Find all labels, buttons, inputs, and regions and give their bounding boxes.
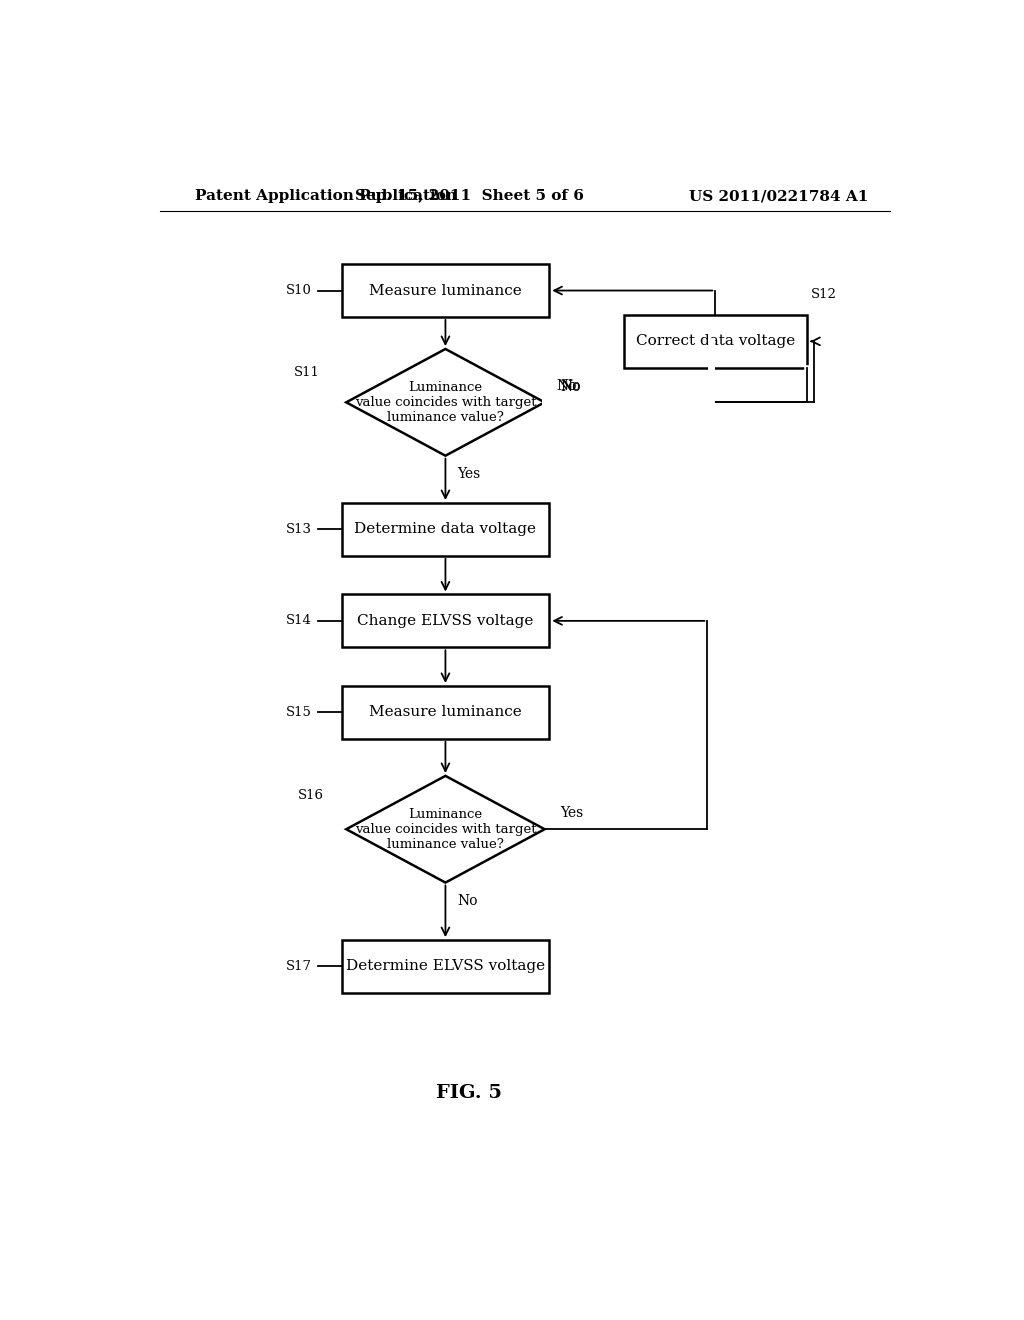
Polygon shape [346, 348, 545, 455]
Text: Determine ELVSS voltage: Determine ELVSS voltage [346, 960, 545, 973]
Bar [342, 686, 549, 739]
Text: S14: S14 [286, 614, 311, 627]
Text: No: No [557, 379, 578, 393]
Text: Luminance
value coincides with target
luminance value?: Luminance value coincides with target lu… [354, 381, 537, 424]
Polygon shape [346, 776, 545, 883]
Bar [342, 264, 549, 317]
Text: No: No [560, 379, 581, 393]
Text: Correct data voltage: Correct data voltage [636, 334, 795, 348]
Text: S13: S13 [286, 523, 311, 536]
Text: No: No [458, 894, 478, 908]
Text: Change ELVSS voltage: Change ELVSS voltage [357, 614, 534, 628]
Text: S12: S12 [811, 288, 837, 301]
Text: FIG. 5: FIG. 5 [436, 1085, 502, 1102]
Text: Luminance
value coincides with target
luminance value?: Luminance value coincides with target lu… [354, 808, 537, 850]
Text: Determine data voltage: Determine data voltage [354, 523, 537, 536]
Text: S17: S17 [286, 960, 311, 973]
Text: S11: S11 [294, 366, 319, 379]
Text: S10: S10 [286, 284, 311, 297]
Text: Sep. 15, 2011  Sheet 5 of 6: Sep. 15, 2011 Sheet 5 of 6 [354, 189, 584, 203]
Bar [342, 503, 549, 556]
Bar [342, 594, 549, 647]
Text: US 2011/0221784 A1: US 2011/0221784 A1 [689, 189, 868, 203]
Bar [624, 315, 807, 368]
Text: No: No [560, 380, 581, 395]
Text: Yes: Yes [458, 467, 480, 480]
Bar [342, 940, 549, 993]
Text: Measure luminance: Measure luminance [369, 284, 522, 297]
Text: Measure luminance: Measure luminance [369, 705, 522, 719]
Text: Patent Application Publication: Patent Application Publication [196, 189, 458, 203]
Text: S16: S16 [298, 788, 324, 801]
Text: S15: S15 [286, 706, 311, 719]
Text: Yes: Yes [560, 807, 584, 820]
